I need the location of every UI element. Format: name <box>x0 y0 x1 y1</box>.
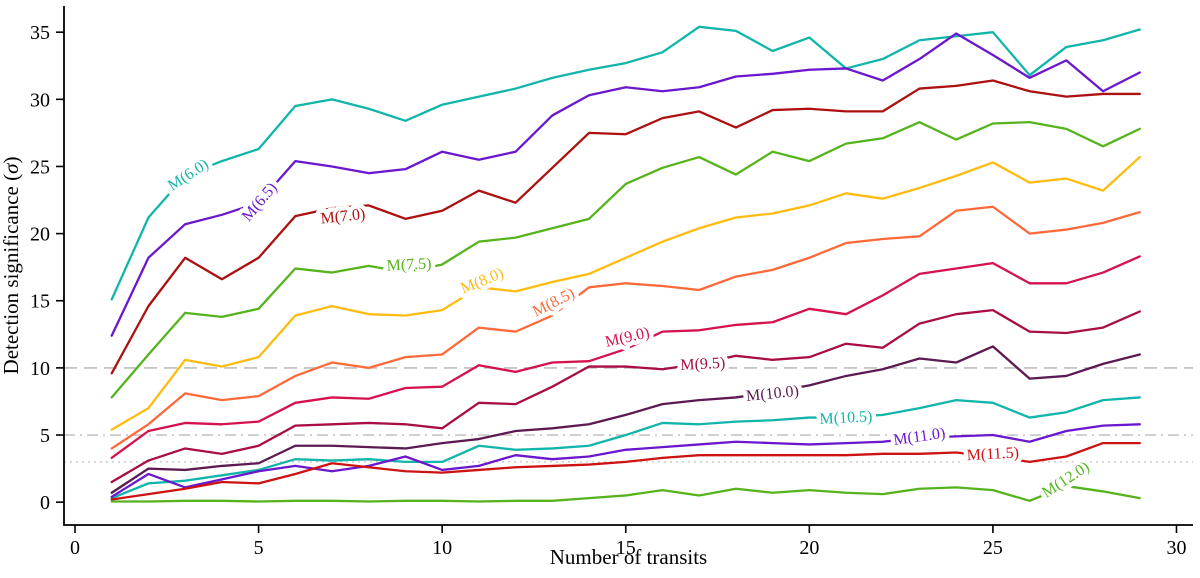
series-label-M(10.0): M(10.0) <box>745 383 799 405</box>
x-axis-title: Number of transits <box>550 545 707 569</box>
series-line-M(10.5) <box>110 396 1141 500</box>
series-label-M(11.5): M(11.5) <box>966 444 1019 464</box>
series-label-M(7.0): M(7.0) <box>320 206 366 228</box>
y-tick-label-35: 35 <box>30 22 50 44</box>
y-tick-label-25: 25 <box>30 156 50 178</box>
series-line-M(12.0) <box>110 484 1141 503</box>
series-line-M(6.0) <box>110 25 1141 301</box>
series-line-M(9.0) <box>110 255 1141 460</box>
x-tick-label-20: 20 <box>799 537 819 559</box>
series-line-M(6.5) <box>110 32 1141 337</box>
axes-spines <box>63 6 1193 526</box>
series-line-M(8.0) <box>110 155 1141 431</box>
x-tick-label-10: 10 <box>432 537 452 559</box>
series-line-M(11.5) <box>110 441 1141 501</box>
series-label-M(10.5): M(10.5) <box>819 408 873 428</box>
series-label-M(8.0): M(8.0) <box>458 265 506 298</box>
x-tick-label-25: 25 <box>983 537 1003 559</box>
series-line-M(8.5) <box>110 205 1141 450</box>
y-tick-label-5: 5 <box>40 425 50 447</box>
y-tick-label-20: 20 <box>30 224 50 246</box>
series-label-M(9.0): M(9.0) <box>604 324 652 351</box>
series-label-M(6.0): M(6.0) <box>165 156 212 195</box>
series-label-M(6.5): M(6.5) <box>239 180 281 225</box>
series-line-M(11.0) <box>110 423 1141 498</box>
series-line-M(10.0) <box>110 345 1141 494</box>
y-tick-label-15: 15 <box>30 291 50 313</box>
series-line-M(7.5) <box>110 121 1141 399</box>
x-tick-label-15: 15 <box>616 537 636 559</box>
y-tick-label-10: 10 <box>30 358 50 380</box>
x-tick-label-5: 5 <box>254 537 264 559</box>
series-label-M(12.0): M(12.0) <box>1039 458 1093 501</box>
x-tick-label-0: 0 <box>70 537 80 559</box>
series-label-M(9.5): M(9.5) <box>680 355 726 374</box>
series-line-M(9.5) <box>110 308 1141 484</box>
y-tick-label-0: 0 <box>40 492 50 514</box>
x-tick-label-30: 30 <box>1166 537 1186 559</box>
series-label-M(11.0): M(11.0) <box>892 425 946 449</box>
y-axis-title: Detection significance (σ) <box>0 157 23 375</box>
y-tick-label-30: 30 <box>30 89 50 111</box>
series-label-M(7.5): M(7.5) <box>386 255 432 274</box>
series-line-M(7.0) <box>110 79 1141 375</box>
